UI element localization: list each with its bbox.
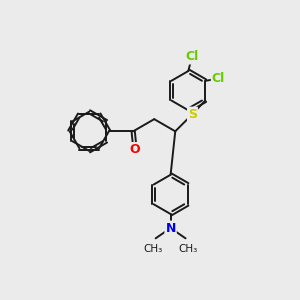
Text: Cl: Cl <box>185 50 199 64</box>
Text: Cl: Cl <box>212 72 225 85</box>
Text: S: S <box>188 108 197 121</box>
Text: CH₃: CH₃ <box>144 244 163 254</box>
Text: CH₃: CH₃ <box>178 244 197 254</box>
Text: N: N <box>165 222 176 235</box>
Text: O: O <box>130 143 140 156</box>
